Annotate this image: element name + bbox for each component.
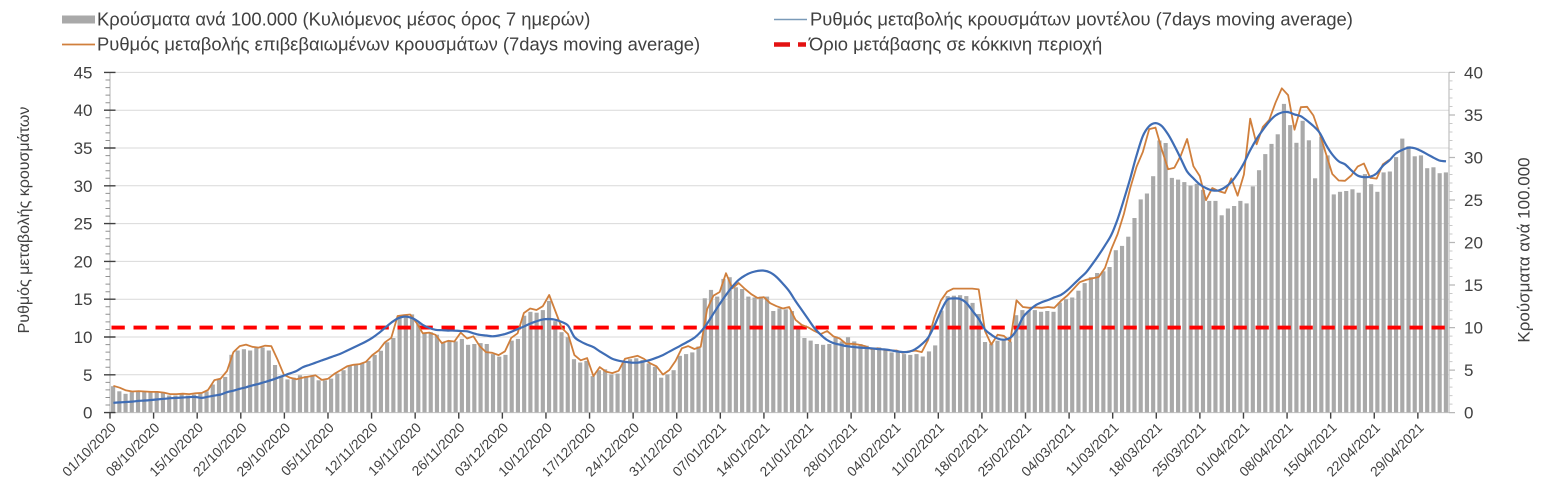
svg-text:5: 5 — [83, 366, 92, 385]
svg-text:40: 40 — [74, 101, 93, 120]
svg-text:25: 25 — [74, 215, 93, 234]
svg-text:10: 10 — [1464, 319, 1483, 338]
svg-text:0: 0 — [1464, 404, 1473, 423]
svg-text:Κρούσματα ανά 100.000 (Κυλιόμ: Κρούσματα ανά 100.000 (Κυλιόμενος μέσος … — [97, 9, 590, 30]
svg-text:15: 15 — [1464, 276, 1483, 295]
svg-text:20: 20 — [1464, 234, 1483, 253]
svg-text:15: 15 — [74, 290, 93, 309]
svg-text:25: 25 — [1464, 191, 1483, 210]
svg-text:20: 20 — [74, 252, 93, 271]
svg-text:Ρυθμός μεταβολής επιβεβαιωμένω: Ρυθμός μεταβολής επιβεβαιωμένων κρουσμάτ… — [97, 34, 700, 55]
svg-text:45: 45 — [74, 63, 93, 82]
svg-text:Όριο μετάβασης σε κόκκινη περι: Όριο μετάβασης σε κόκκινη περιοχή — [808, 34, 1102, 55]
svg-text:35: 35 — [1464, 106, 1483, 125]
svg-text:Ρυθμός μεταβολής κρουσμάτων: Ρυθμός μεταβολής κρουσμάτων — [16, 107, 33, 334]
svg-text:Ρυθμός μεταβολής κρουσμάτων μο: Ρυθμός μεταβολής κρουσμάτων μοντέλου (7d… — [810, 9, 1353, 30]
svg-text:5: 5 — [1464, 361, 1473, 380]
svg-text:10: 10 — [74, 328, 93, 347]
svg-text:35: 35 — [74, 139, 93, 158]
svg-text:40: 40 — [1464, 63, 1483, 82]
svg-text:Κρούσματα ανά 100.000: Κρούσματα ανά 100.000 — [1515, 157, 1534, 342]
svg-text:0: 0 — [83, 404, 92, 423]
svg-text:30: 30 — [74, 177, 93, 196]
svg-text:30: 30 — [1464, 149, 1483, 168]
